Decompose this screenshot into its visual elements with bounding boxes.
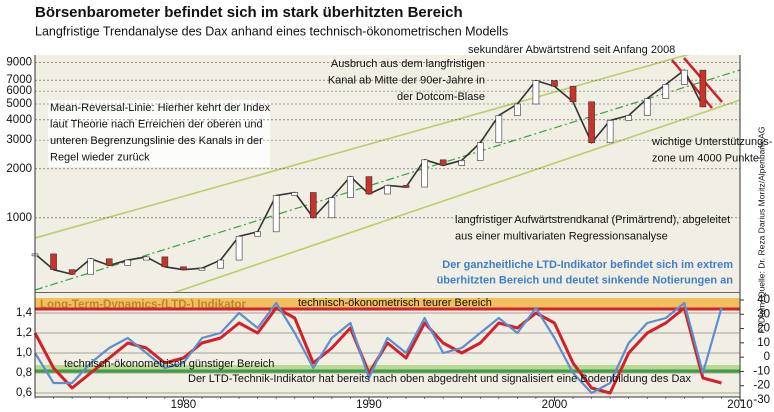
candle <box>551 80 558 87</box>
y-tick-label: 1,2 <box>16 327 32 339</box>
zone <box>35 298 740 309</box>
mean-reversal-line <box>35 69 740 291</box>
candle <box>198 267 206 271</box>
y2-tick-label: 30 <box>757 308 770 320</box>
x-tick-label: 2000 <box>542 399 568 411</box>
candle <box>588 101 595 144</box>
annotation: der Dotcom-Blase <box>397 91 485 103</box>
candle <box>625 115 632 121</box>
candle <box>662 84 670 99</box>
annotation: Der ganzheitliche LTD-Indikator befindet… <box>442 259 733 271</box>
candle <box>309 192 317 219</box>
y-tick-label: 5000 <box>6 98 32 110</box>
plot-area-top <box>35 55 740 292</box>
y-tick-label: 1,4 <box>16 307 33 319</box>
y2-tick-label: -10 <box>753 365 770 377</box>
y-tick-label: 4000 <box>6 114 32 126</box>
annotation: unteren Begrenzungslinie des Kanals in d… <box>50 135 263 147</box>
y-tick-label: 7000 <box>6 74 32 86</box>
candle <box>235 235 243 261</box>
y2-tick-label: 40 <box>757 294 770 306</box>
candle <box>180 266 187 270</box>
candle <box>532 80 540 105</box>
y-tick-label: 0,8 <box>16 367 32 379</box>
candle <box>365 176 373 195</box>
y-tick-label: 2000 <box>6 163 32 175</box>
candle <box>161 256 169 268</box>
candle <box>68 269 76 275</box>
candle <box>458 160 466 166</box>
candle <box>87 258 94 275</box>
annotation: zone um 4000 Punkte <box>652 152 759 164</box>
y-tick-label: 3000 <box>6 134 32 146</box>
candle <box>402 185 410 188</box>
y2-tick-label: -30 <box>753 394 770 406</box>
candle <box>439 159 447 166</box>
indicator-line <box>34 301 723 395</box>
annotation: sekundärer Abwärtstrend seit Anfang 2008 <box>468 44 675 56</box>
channel-upper <box>35 55 690 239</box>
candle <box>291 192 299 196</box>
candle <box>495 115 503 144</box>
channel-lower <box>173 99 740 292</box>
candle <box>50 253 57 270</box>
y-tick-label: 0,6 <box>16 387 32 399</box>
annotation: Regel wieder zurück <box>50 151 150 163</box>
y-tick-label: 6000 <box>6 85 32 97</box>
annotation: Mean-Reversal-Linie: Hierher kehrt der I… <box>50 102 271 114</box>
annotation: Der LTD-Technik-Indikator hat bereits na… <box>188 373 692 385</box>
source: FTD/am; Quelle: Dr. Reza Darius Moritz/A… <box>756 127 766 334</box>
candle <box>105 258 113 266</box>
x-tick-label: 1990 <box>356 399 382 411</box>
candle <box>272 195 280 233</box>
y2-tick-label: -20 <box>753 380 770 392</box>
zone <box>35 365 740 371</box>
candle <box>421 159 428 188</box>
candle <box>347 176 354 198</box>
chart-subtitle: Langfristige Trendanalyse des Dax anhand… <box>35 24 508 38</box>
x-tick-label: 1980 <box>171 399 197 411</box>
annotation: überhitzten Bereich und deutet sinkende … <box>437 274 734 286</box>
annotation: laut Theorie nach Erreichen der oberen u… <box>50 118 263 130</box>
candle <box>124 259 132 266</box>
y-tick-label: 1,0 <box>16 347 32 359</box>
candle <box>681 69 688 85</box>
annotation: Ausbruch aus dem langfristigen <box>331 58 485 70</box>
chart-title: Börsenbarometer befindet sich im stark ü… <box>35 4 463 21</box>
annotation: aus einer multivariaten Regressionsanaly… <box>455 230 668 242</box>
y2-tick-label: 20 <box>757 323 770 335</box>
y2-tick-label: 0 <box>764 351 770 363</box>
x-tick-label: 2010 <box>727 399 753 411</box>
annotation: langfristiger Aufwärtstrendkanal (Primär… <box>455 214 730 226</box>
candle <box>699 69 707 108</box>
candle <box>384 185 391 195</box>
candle <box>514 103 521 116</box>
y-tick-label: 9000 <box>6 56 32 68</box>
candle <box>254 231 261 237</box>
annotation: wichtige Unterstützungs- <box>651 136 773 148</box>
y-tick-label: 1000 <box>6 212 32 224</box>
annotation: Kanal ab Mitte der 90er-Jahre in <box>328 74 485 86</box>
candle <box>328 197 336 219</box>
candle <box>643 98 651 116</box>
annotation-box <box>48 100 270 167</box>
annotation: technisch-ökonometrisch günstiger Bereic… <box>64 358 274 370</box>
y2-tick-label: 10 <box>757 337 770 349</box>
candle <box>476 142 484 161</box>
candle <box>143 256 150 261</box>
annotation: technisch-ökonometrisch teurer Bereich <box>298 297 492 309</box>
candle <box>217 259 224 269</box>
candle <box>606 120 614 144</box>
candle <box>569 85 577 103</box>
